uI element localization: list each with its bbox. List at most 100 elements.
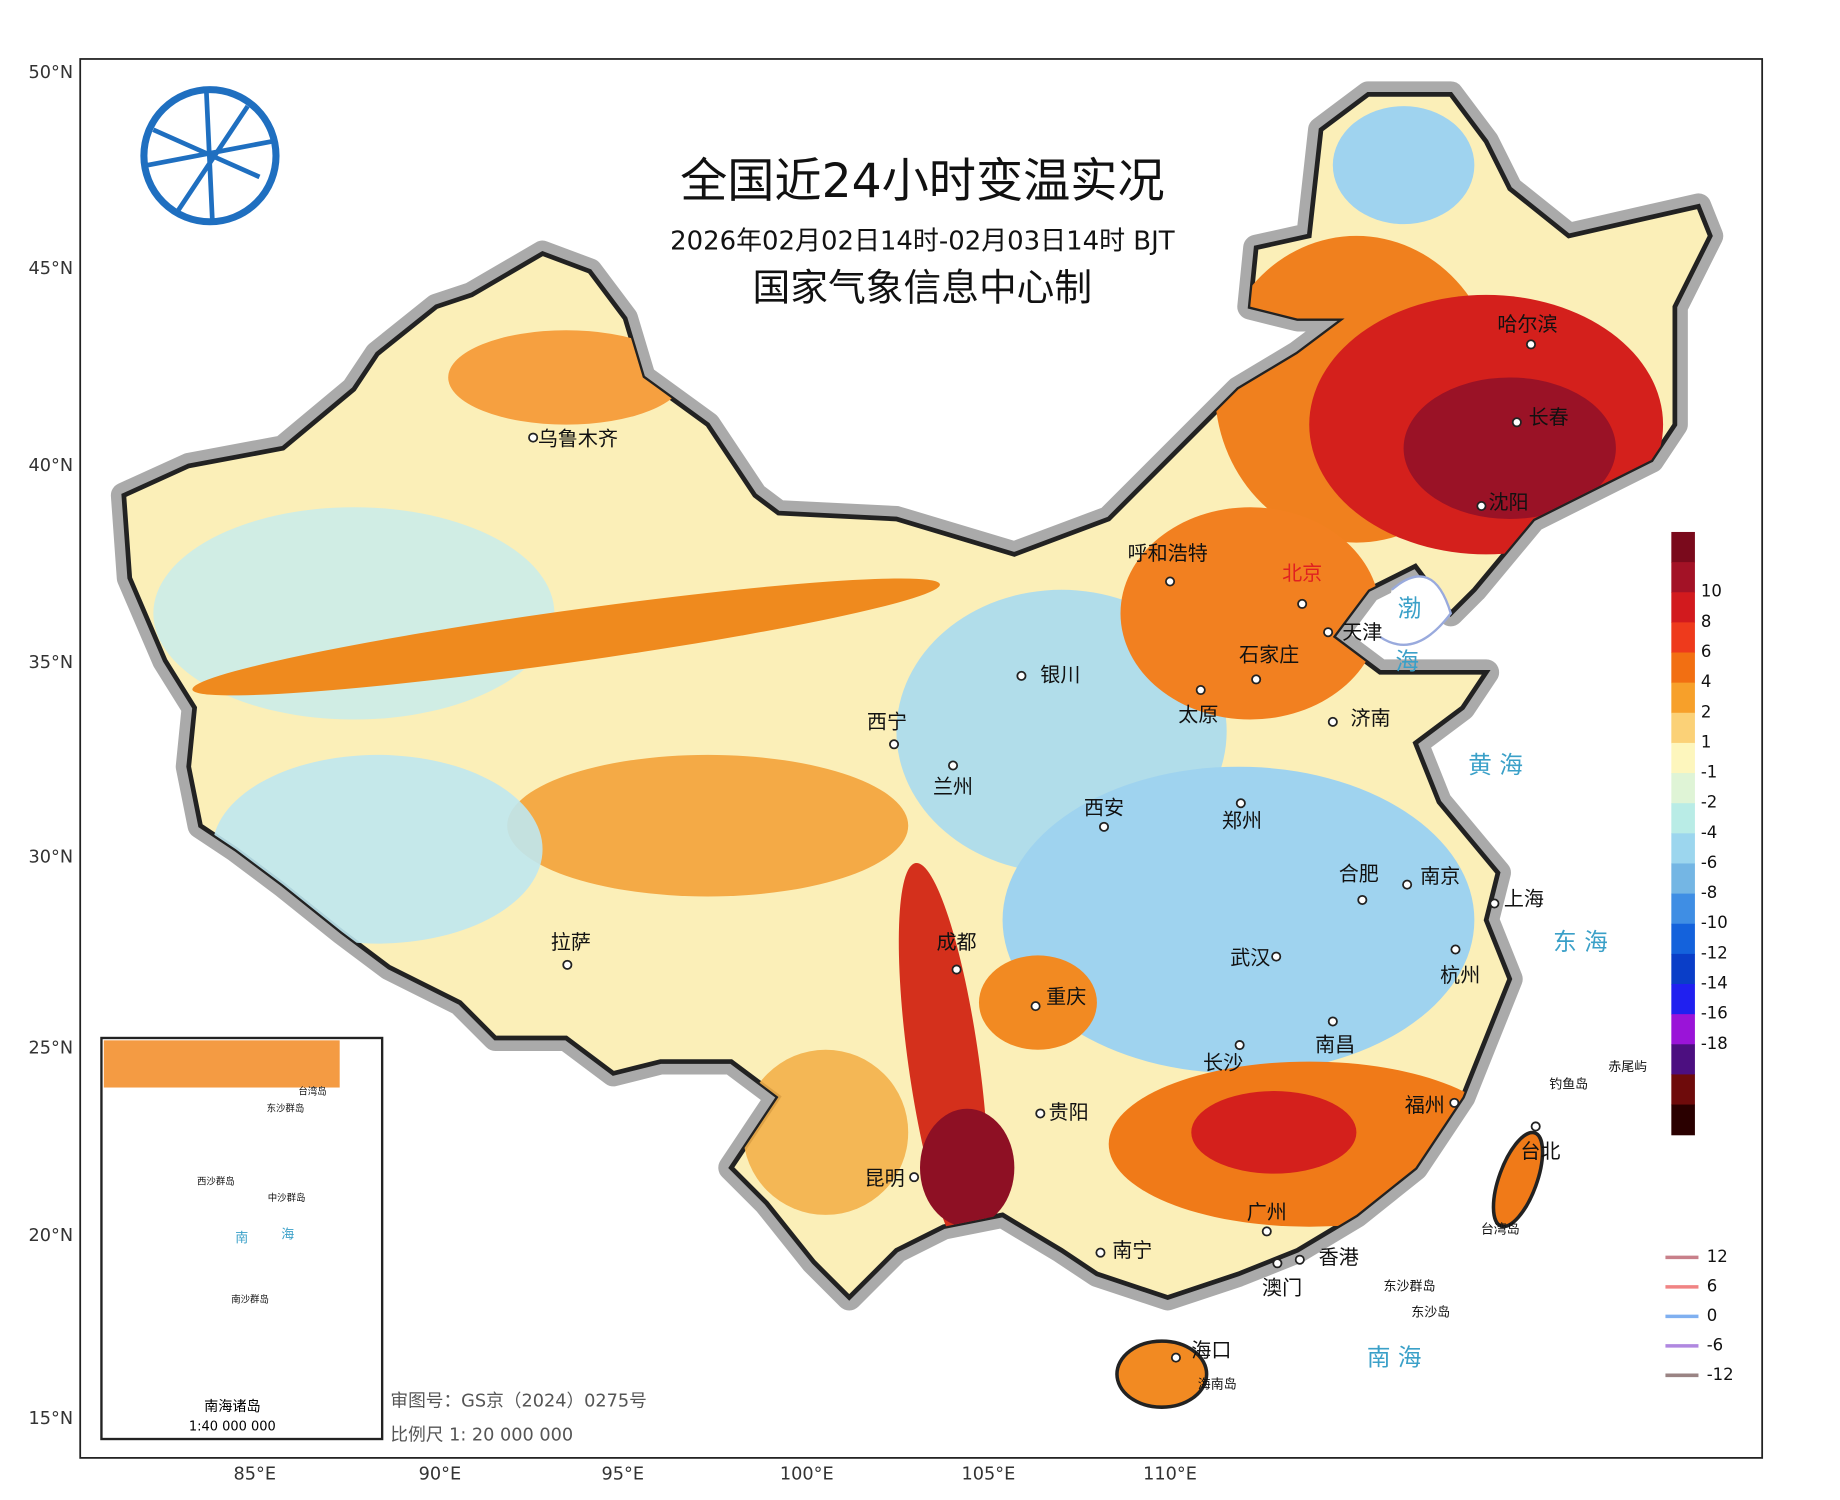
- colorbar-label: 10: [1701, 582, 1722, 601]
- colorbar-swatch: [1671, 562, 1695, 593]
- contour-label: -12: [1707, 1365, 1734, 1384]
- city-dot: [948, 760, 959, 771]
- city-label: 昆明: [865, 1166, 905, 1190]
- city-dot: [562, 959, 573, 970]
- colorbar-swatch: [1671, 1074, 1695, 1106]
- city-dot: [1327, 1016, 1338, 1027]
- contour-label: 0: [1707, 1306, 1717, 1325]
- city-dot: [1030, 1001, 1041, 1012]
- title: 全国近24小时变温实况: [680, 154, 1165, 209]
- colorbar-swatch: [1671, 863, 1695, 895]
- inset-land: [103, 1040, 340, 1088]
- city-label: 郑州: [1222, 809, 1262, 833]
- scale: 比例尺 1: 20 000 000: [390, 1424, 573, 1445]
- colorbar-label: -2: [1701, 793, 1717, 812]
- city-dot: [951, 964, 962, 975]
- lat-label: 35°N: [29, 653, 74, 673]
- colorbar-label: 6: [1701, 642, 1711, 661]
- island-label: 赤尾屿: [1608, 1060, 1647, 1075]
- city-dot: [1476, 501, 1487, 512]
- city-label: 沈阳: [1489, 490, 1529, 514]
- colorbar-label: -14: [1701, 974, 1728, 993]
- city-dot: [1272, 1258, 1283, 1269]
- city-dot: [1234, 1040, 1245, 1051]
- colorbar-swatch: [1671, 773, 1695, 804]
- logo: [140, 86, 280, 226]
- colorbar-swatch: [1671, 682, 1695, 714]
- colorbar-swatch: [1671, 622, 1695, 654]
- lat-label: 20°N: [29, 1226, 74, 1246]
- city-dot: [909, 1172, 920, 1183]
- colorbar-swatch: [1671, 893, 1695, 925]
- city-label: 重庆: [1046, 984, 1086, 1008]
- city-dot: [1165, 576, 1176, 587]
- lat-label: 25°N: [29, 1039, 74, 1059]
- city-label: 乌鲁木齐: [538, 426, 618, 450]
- city-dot: [1251, 674, 1262, 685]
- lon-label: 95°E: [602, 1464, 645, 1484]
- sea-label: 渤: [1398, 594, 1422, 622]
- lat-label: 45°N: [29, 259, 74, 279]
- sea-label: 南 海: [1367, 1343, 1422, 1371]
- inset-label: 东沙群岛: [267, 1102, 305, 1114]
- city-dot: [1489, 898, 1500, 909]
- inset-label: 南沙群岛: [231, 1293, 269, 1305]
- colorbar-swatch: [1671, 531, 1695, 563]
- colorbar-label: -16: [1701, 1004, 1728, 1023]
- inset-frame: [100, 1036, 384, 1441]
- lon-label: 100°E: [780, 1464, 834, 1484]
- lat-label: 30°N: [29, 848, 74, 868]
- lon-label: 85°E: [234, 1464, 277, 1484]
- subtitle: 2026年02月02日14时-02月03日14时 BJT: [670, 226, 1175, 256]
- island-label: 海南岛: [1198, 1376, 1237, 1392]
- city-dot: [1271, 951, 1282, 962]
- city-label: 南京: [1420, 864, 1460, 888]
- colorbar-swatch: [1671, 1104, 1695, 1136]
- island-label: 钓鱼岛: [1549, 1077, 1588, 1093]
- city-label: 呼和浩特: [1128, 541, 1208, 565]
- colorbar-swatch: [1671, 833, 1695, 865]
- city-dot: [1402, 879, 1413, 890]
- city-dot: [1323, 627, 1334, 638]
- city-label: 西宁: [867, 710, 907, 734]
- city-dot: [1357, 894, 1368, 905]
- inset-title: 南海诸岛: [204, 1399, 261, 1415]
- city-label: 兰州: [933, 774, 973, 798]
- city-dot: [1449, 1097, 1460, 1108]
- city-dot: [1035, 1108, 1046, 1119]
- colorbar-label: -4: [1701, 823, 1717, 842]
- city-label: 西安: [1084, 796, 1124, 820]
- city-label: 广州: [1247, 1200, 1287, 1224]
- city-label: 济南: [1351, 706, 1391, 730]
- city-label: 南宁: [1112, 1238, 1152, 1262]
- city-label: 北京: [1282, 561, 1322, 585]
- inset-label: 台湾岛: [298, 1086, 326, 1098]
- colorbar-swatch: [1671, 742, 1695, 774]
- colorbar-swatch: [1671, 923, 1695, 955]
- city-label: 贵阳: [1049, 1100, 1089, 1124]
- city-label: 长春: [1529, 405, 1569, 429]
- island-label: 台湾岛: [1481, 1222, 1520, 1238]
- producer: 国家气象信息中心制: [753, 266, 1093, 310]
- city-dot: [1016, 670, 1027, 681]
- inset-label: 中沙群岛: [268, 1192, 306, 1204]
- colorbar-swatch: [1671, 592, 1695, 623]
- city-dot: [528, 432, 539, 443]
- lat-label: 40°N: [29, 456, 74, 476]
- city-label: 南昌: [1315, 1033, 1355, 1057]
- city-dot: [1450, 944, 1461, 955]
- city-label: 海口: [1191, 1338, 1231, 1362]
- colorbar-label: -12: [1701, 943, 1728, 962]
- colorbar-label: -1: [1701, 763, 1717, 782]
- city-dot: [1327, 716, 1338, 727]
- city-label: 香港: [1319, 1245, 1359, 1269]
- frame: [79, 58, 1764, 1459]
- colorbar-label: 8: [1701, 612, 1711, 631]
- city-label: 天津: [1342, 620, 1382, 644]
- contour-label: -6: [1707, 1335, 1723, 1354]
- city-label: 合肥: [1339, 862, 1379, 886]
- city-dot: [889, 739, 900, 750]
- city-dot: [1095, 1247, 1106, 1258]
- colorbar-swatch: [1671, 803, 1695, 834]
